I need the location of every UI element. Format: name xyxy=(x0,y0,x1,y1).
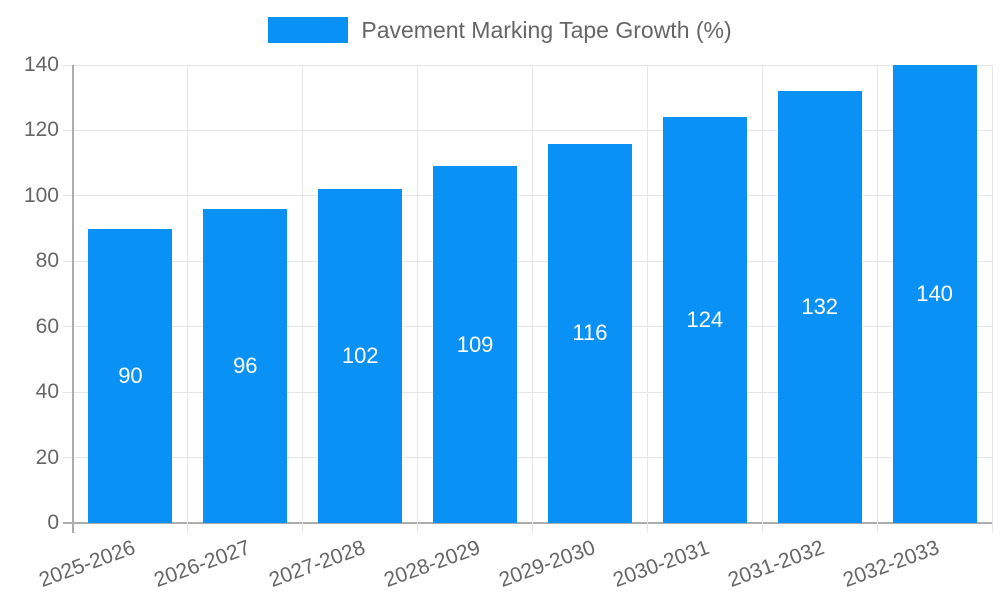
horizontal-gridline xyxy=(63,391,992,393)
vertical-gridline xyxy=(302,65,304,533)
x-axis-tick-label: 2028-2029 xyxy=(380,536,483,592)
x-axis-tick-label: 2031-2032 xyxy=(725,536,828,592)
y-axis-tick-label: 40 xyxy=(35,380,59,404)
y-axis-tick-label: 0 xyxy=(47,511,59,534)
legend-swatch xyxy=(268,17,349,43)
y-axis-tick-label: 80 xyxy=(35,249,59,273)
bar xyxy=(662,117,747,523)
bar-value-label: 90 xyxy=(118,362,143,388)
x-axis-tick-label: 2029-2030 xyxy=(495,536,598,592)
bar xyxy=(88,228,173,523)
horizontal-gridline xyxy=(63,64,992,66)
bar xyxy=(547,143,632,523)
bar-value-label: 116 xyxy=(572,320,608,346)
x-axis-tick-label: 2025-2026 xyxy=(36,536,139,592)
y-axis-line xyxy=(72,65,74,533)
vertical-gridline xyxy=(991,65,993,533)
y-axis-tick-label: 120 xyxy=(23,118,59,142)
vertical-gridline xyxy=(187,65,189,533)
bar-value-label: 109 xyxy=(456,331,494,357)
bar xyxy=(433,166,518,523)
vertical-gridline xyxy=(532,65,533,533)
vertical-gridline xyxy=(876,65,878,533)
y-axis-tick-label: 100 xyxy=(23,183,59,207)
x-axis-line xyxy=(63,522,992,524)
bar xyxy=(203,208,288,523)
horizontal-gridline xyxy=(63,457,992,459)
y-axis-tick-label: 60 xyxy=(35,314,59,338)
horizontal-gridline xyxy=(63,195,992,197)
horizontal-gridline xyxy=(63,260,992,262)
bar-value-label: 96 xyxy=(233,352,258,378)
bar-value-label: 124 xyxy=(686,307,724,333)
horizontal-gridline xyxy=(63,326,992,328)
bar-value-label: 140 xyxy=(916,281,953,306)
vertical-gridline xyxy=(646,65,648,533)
x-axis-tick-label: 2030-2031 xyxy=(610,536,713,592)
bar xyxy=(777,91,862,523)
legend-label: Pavement Marking Tape Growth (%) xyxy=(361,17,732,43)
y-axis-tick-label: 20 xyxy=(35,445,59,469)
horizontal-gridline xyxy=(63,129,992,131)
bar xyxy=(892,65,977,523)
vertical-gridline xyxy=(417,65,419,533)
x-axis-tick-label: 2026-2027 xyxy=(150,536,254,592)
y-axis-tick-label: 140 xyxy=(23,53,59,76)
x-axis-tick-label: 2027-2028 xyxy=(265,536,369,592)
chart-legend: Pavement Marking Tape Growth (%) xyxy=(0,17,1000,43)
bar xyxy=(318,189,403,523)
bar-value-label: 102 xyxy=(341,343,379,369)
legend-item[interactable]: Pavement Marking Tape Growth (%) xyxy=(268,17,732,43)
vertical-gridline xyxy=(761,65,763,533)
bar-value-label: 132 xyxy=(801,294,839,320)
x-axis-tick-label: 2032-2033 xyxy=(840,536,943,592)
